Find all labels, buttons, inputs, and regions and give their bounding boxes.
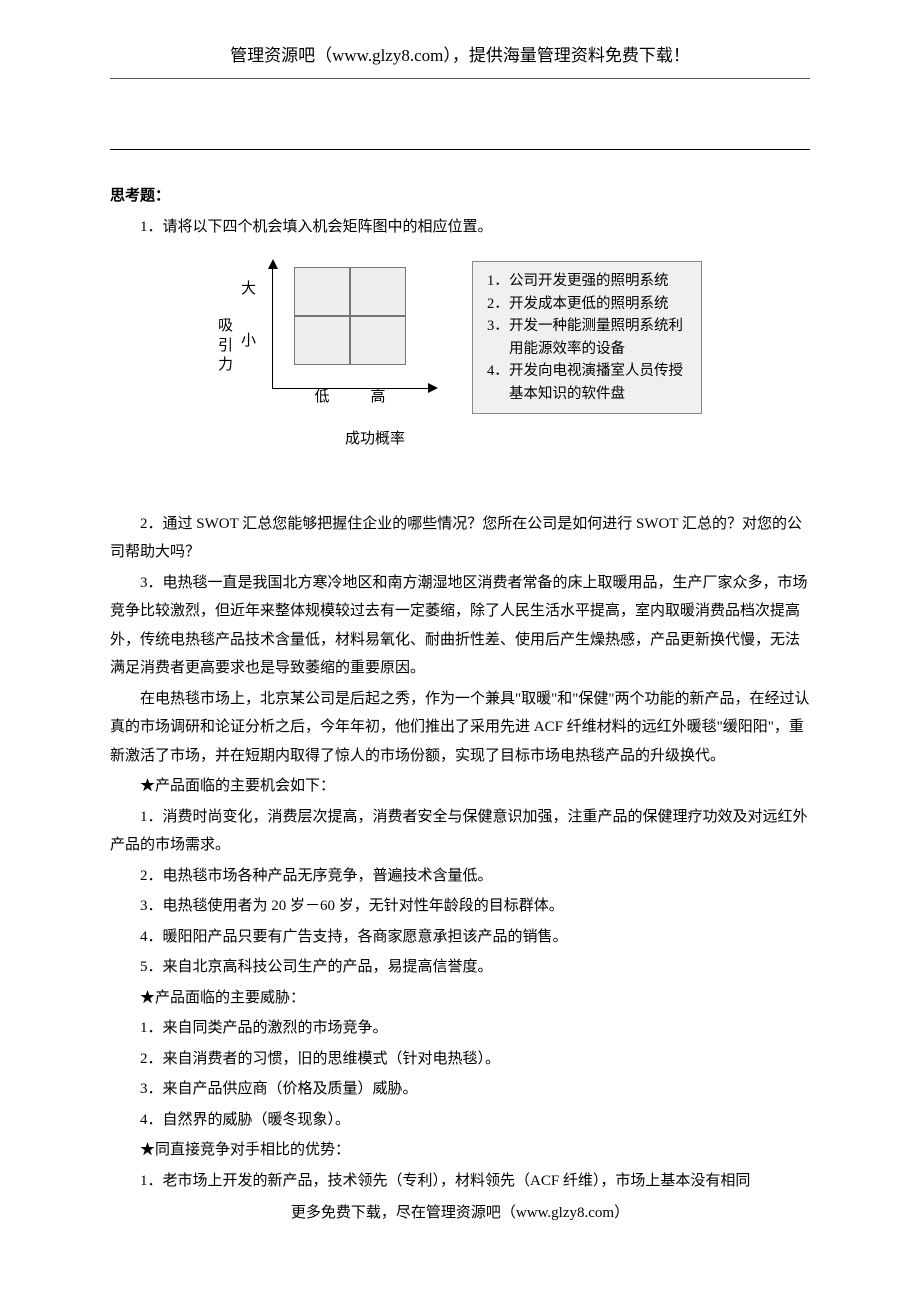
options-box: 1．公司开发更强的照明系统 2．开发成本更低的照明系统 3．开发一种能测量照明系… (472, 261, 702, 414)
opportunity-item: 2．电热毯市场各种产品无序竞争，普遍技术含量低。 (110, 862, 810, 891)
matrix-cell (350, 267, 406, 316)
threats-title: ★产品面临的主要威胁： (110, 984, 810, 1013)
section-title: 思考题： (110, 182, 810, 211)
option-item: 1．公司开发更强的照明系统 (487, 270, 689, 292)
col-label-low: 低 (294, 383, 350, 412)
matrix-cell (350, 316, 406, 365)
x-axis-title: 成功概率 (345, 425, 405, 454)
opportunities-title: ★产品面临的主要机会如下： (110, 772, 810, 801)
row-label-small: 小 (241, 327, 256, 356)
opportunity-item: 1．消费时尚变化，消费层次提高，消费者安全与保健意识加强，注重产品的保健理疗功效… (110, 803, 810, 860)
col-label-high: 高 (350, 383, 406, 412)
separator (110, 149, 810, 150)
y-axis-label: 吸 引 力 (218, 317, 233, 376)
question-2: 2．通过 SWOT 汇总您能够把握住企业的哪些情况？您所在公司是如何进行 SWO… (110, 510, 810, 567)
opportunity-item: 3．电热毯使用者为 20 岁－60 岁，无针对性年龄段的目标群体。 (110, 892, 810, 921)
threat-item: 4．自然界的威胁（暖冬现象）。 (110, 1106, 810, 1135)
page-header: 管理资源吧（www.glzy8.com），提供海量管理资料免费下载！ (110, 40, 810, 79)
opportunity-item: 5．来自北京高科技公司生产的产品，易提高信誉度。 (110, 953, 810, 982)
matrix-axes: 低 高 (272, 261, 442, 421)
advantages-title: ★同直接竞争对手相比的优势： (110, 1136, 810, 1165)
advantage-item: 1．老市场上开发的新产品，技术领先（专利），材料领先（ACF 纤维），市场上基本… (110, 1167, 810, 1196)
option-item: 3．开发一种能测量照明系统利用能源效率的设备 (487, 315, 689, 360)
threat-item: 3．来自产品供应商（价格及质量）威胁。 (110, 1075, 810, 1104)
matrix-diagram: 吸 引 力 大 小 (218, 261, 442, 454)
option-item: 4．开发向电视演播室人员传授基本知识的软件盘 (487, 360, 689, 405)
question-1: 1．请将以下四个机会填入机会矩阵图中的相应位置。 (110, 213, 810, 242)
threat-item: 1．来自同类产品的激烈的市场竞争。 (110, 1014, 810, 1043)
arrow-up-icon (268, 259, 278, 269)
opportunity-item: 4．暖阳阳产品只要有广告支持，各商家愿意承担该产品的销售。 (110, 923, 810, 952)
page-footer: 更多免费下载，尽在管理资源吧（www.glzy8.com） (110, 1199, 810, 1228)
option-item: 2．开发成本更低的照明系统 (487, 293, 689, 315)
row-label-large: 大 (241, 275, 256, 304)
matrix-grid (294, 267, 406, 365)
matrix-cell (294, 267, 350, 316)
question-3-p1: 3．电热毯一直是我国北方寒冷地区和南方潮湿地区消费者常备的床上取暖用品，生产厂家… (110, 569, 810, 683)
threat-item: 2．来自消费者的习惯，旧的思维模式（针对电热毯）。 (110, 1045, 810, 1074)
matrix-cell (294, 316, 350, 365)
arrow-right-icon (428, 383, 438, 393)
opportunity-matrix-section: 吸 引 力 大 小 (110, 261, 810, 454)
question-3-p2: 在电热毯市场上，北京某公司是后起之秀，作为一个兼具"取暖"和"保健"两个功能的新… (110, 685, 810, 771)
